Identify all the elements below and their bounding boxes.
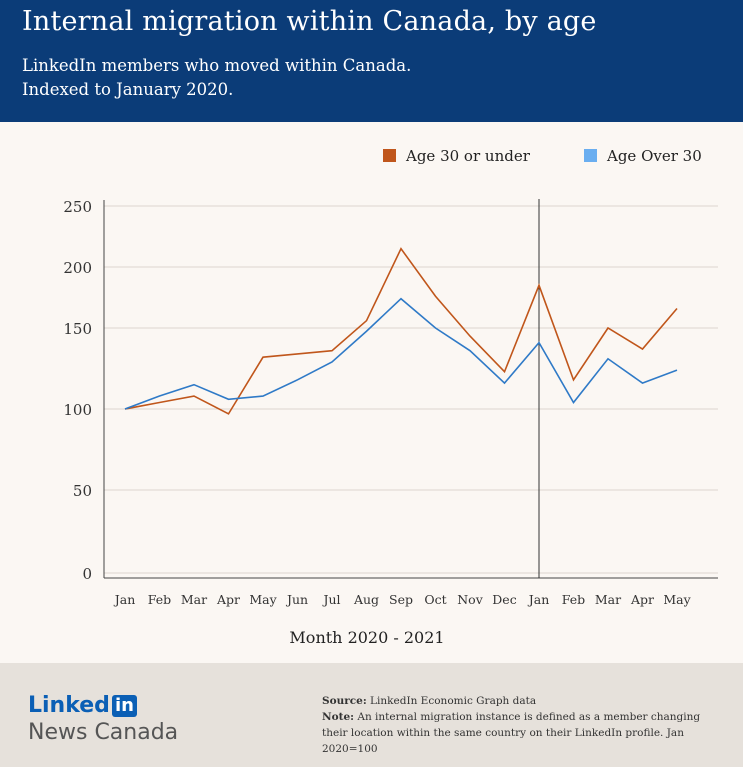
x-tick-label: Feb	[148, 592, 171, 607]
header-banner: Internal migration within Canada, by age…	[0, 0, 743, 122]
note-label: Note:	[322, 711, 355, 723]
legend-item-over-30: Age Over 30	[584, 147, 702, 165]
axis-layer	[103, 199, 718, 579]
x-tick-label: Aug	[353, 592, 379, 607]
x-tick-label: Sep	[389, 592, 413, 607]
y-tick-label: 100	[63, 401, 92, 419]
x-tick-label: Jul	[321, 592, 340, 607]
source-note: Source: LinkedIn Economic Graph data Not…	[322, 693, 722, 757]
x-tick-label: Nov	[457, 592, 483, 607]
note-line: Note: An internal migration instance is …	[322, 709, 722, 757]
y-tick-label: 0	[82, 565, 92, 583]
x-tick-label: Oct	[424, 592, 446, 607]
linkedin-news-canada-logo: Linked in News Canada	[28, 693, 178, 745]
series-line-under-30	[124, 247, 678, 415]
chart-subtitle: LinkedIn members who moved within Canada…	[22, 54, 411, 102]
series-line-over-30	[124, 297, 678, 410]
brand-word: Linked	[28, 693, 110, 718]
subtitle-line-2: Indexed to January 2020.	[22, 80, 234, 99]
x-tick-label: Jan	[527, 592, 550, 607]
x-tick-label: Apr	[630, 592, 654, 607]
y-tick-label: 50	[73, 482, 92, 500]
legend-swatch-over-30	[584, 149, 597, 162]
x-tick-label: Jan	[113, 592, 136, 607]
source-line: Source: LinkedIn Economic Graph data	[322, 693, 722, 709]
legend-swatch-under-30	[383, 149, 396, 162]
linkedin-in-icon: in	[111, 695, 137, 717]
grid-layer	[104, 205, 718, 574]
source-label: Source:	[322, 695, 367, 707]
brand-line-1: Linked in	[28, 693, 178, 718]
y-tick-label: 200	[63, 259, 92, 277]
legend-item-under-30: Age 30 or under	[383, 147, 530, 165]
note-text: An internal migration instance is define…	[322, 711, 701, 755]
x-tick-label: Jun	[285, 592, 308, 607]
brand-sub: News Canada	[28, 720, 179, 745]
label-layer: 250 200 150 100 50 0 Jan Feb Mar Apr May Jun Jul Aug S…	[63, 198, 691, 647]
x-tick-label: Apr	[216, 592, 240, 607]
x-tick-label: Dec	[492, 592, 516, 607]
subtitle-line-1: LinkedIn members who moved within Canada…	[22, 56, 412, 75]
y-tick-label: 150	[63, 320, 92, 338]
legend-label-over-30: Age Over 30	[607, 147, 702, 165]
x-axis-title: Month 2020 - 2021	[289, 628, 444, 647]
series-layer	[124, 247, 678, 415]
y-tick-label: 250	[63, 198, 92, 216]
x-tick-label: May	[249, 592, 277, 607]
source-text: LinkedIn Economic Graph data	[370, 695, 537, 707]
x-tick-label: Feb	[562, 592, 585, 607]
x-tick-label: May	[663, 592, 691, 607]
x-tick-label: Mar	[595, 592, 621, 607]
chart-title: Internal migration within Canada, by age	[22, 6, 597, 37]
legend-label-under-30: Age 30 or under	[406, 147, 530, 165]
x-tick-label: Mar	[181, 592, 207, 607]
